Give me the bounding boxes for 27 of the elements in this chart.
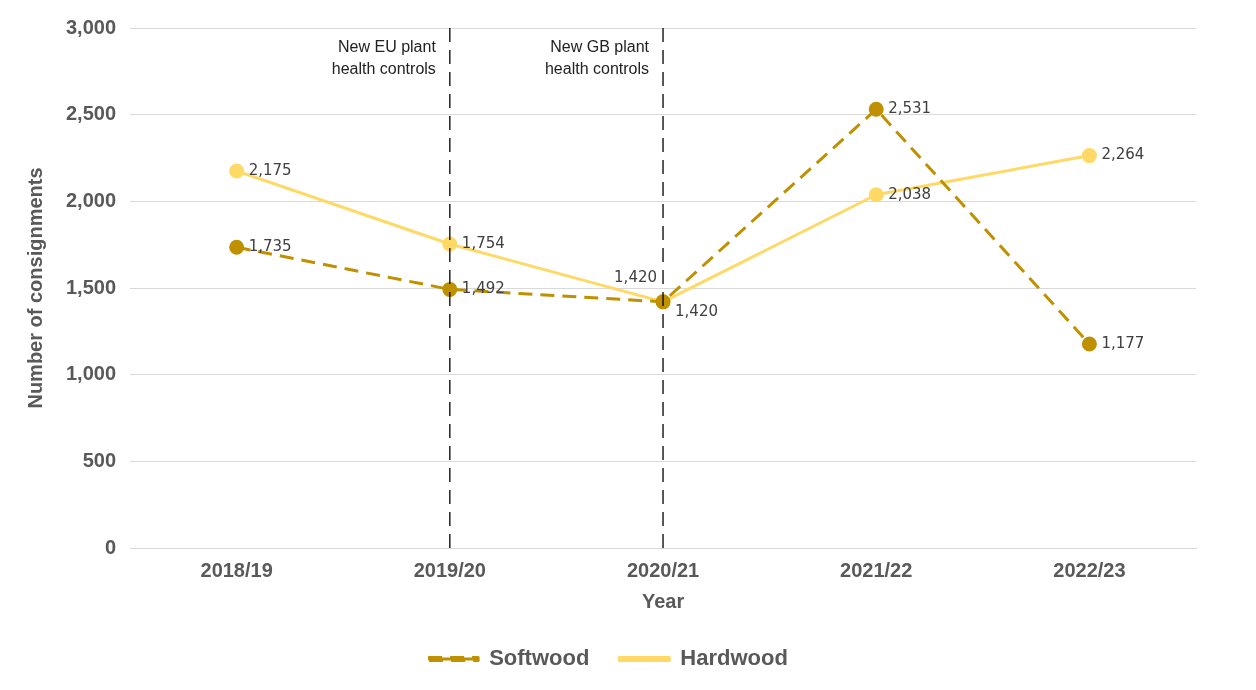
x-tick-label: 2022/23: [1053, 558, 1126, 581]
data-label: 1,177: [1101, 333, 1145, 352]
data-label: 1,420: [614, 267, 658, 286]
legend-label: Hardwood: [680, 645, 788, 671]
legend-label: Softwood: [489, 645, 590, 671]
y-tick-label: 2,500: [65, 102, 117, 125]
data-label: 1,754: [461, 233, 505, 252]
y-tick-label: 3,000: [65, 15, 117, 38]
data-label: 2,038: [888, 184, 932, 203]
data-label: 2,264: [1101, 145, 1145, 164]
data-label: 2,175: [248, 160, 292, 179]
y-tick-label: 500: [82, 448, 117, 471]
y-axis-title: Number of consignments: [23, 167, 46, 409]
x-axis-title: Year: [641, 589, 685, 612]
x-tick-label: 2018/19: [200, 558, 273, 581]
y-tick-label: 0: [104, 535, 117, 558]
y-tick-label: 1,000: [65, 362, 117, 385]
data-label: 1,420: [675, 301, 718, 320]
x-tick-label: 2020/21: [626, 558, 700, 581]
data-label: 2,531: [888, 99, 932, 118]
ref-line-label: New GB plant health controls: [544, 38, 650, 78]
data-label: 1,735: [248, 237, 292, 256]
x-tick-label: 2021/22: [840, 558, 913, 581]
y-tick-label: 2,000: [65, 188, 117, 211]
x-tick-label: 2019/20: [413, 558, 486, 581]
ref-line-label: New EU plant health controls: [331, 38, 437, 78]
y-tick-label: 1,500: [65, 275, 117, 298]
